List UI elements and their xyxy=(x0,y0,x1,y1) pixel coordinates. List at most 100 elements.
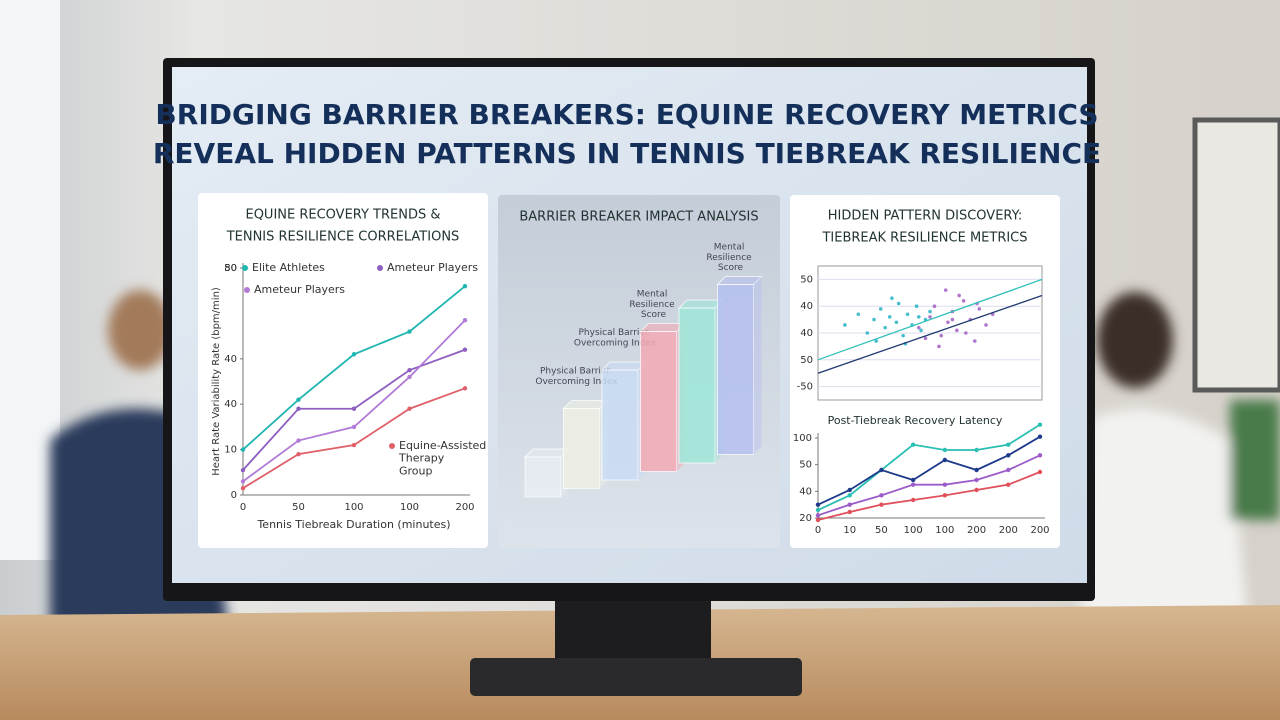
point xyxy=(240,467,246,473)
chart-title: EQUINE RECOVERY TRENDS & xyxy=(245,208,440,223)
point xyxy=(407,406,412,411)
y-tick-label: 40 xyxy=(799,486,812,497)
page-title: BRIDGING BARRIER BREAKERS: EQUINE RECOVE… xyxy=(155,98,1098,131)
line xyxy=(817,471,1041,521)
chart-title: Post-Tiebreak Recovery Latency xyxy=(828,414,1003,427)
point xyxy=(847,502,852,507)
point xyxy=(815,502,821,507)
point xyxy=(964,331,968,335)
line xyxy=(817,423,1041,511)
trend-line xyxy=(817,278,1043,361)
line xyxy=(817,454,1041,517)
x-tick-label: 10 xyxy=(843,525,856,536)
point xyxy=(923,336,928,341)
y-tick-label: 40 xyxy=(224,399,237,410)
y-tick-label: 20 xyxy=(799,513,812,524)
point xyxy=(937,344,941,349)
point xyxy=(905,312,910,317)
monitor-stand xyxy=(555,598,711,668)
bar-top xyxy=(716,276,763,285)
legend-label: Equine-Assisted Therapy Group xyxy=(398,439,490,477)
point xyxy=(942,493,948,498)
point xyxy=(977,307,982,311)
point xyxy=(1037,422,1043,427)
legend-marker xyxy=(244,287,250,293)
point xyxy=(1006,453,1011,458)
point xyxy=(1006,467,1011,473)
legend-marker xyxy=(389,443,395,449)
point xyxy=(1037,469,1043,475)
point xyxy=(878,307,883,311)
legend-marker xyxy=(242,265,248,271)
point xyxy=(955,328,959,333)
point xyxy=(462,386,468,391)
bar-label: Physical Barrier Overcoming Index xyxy=(535,366,618,386)
y-tick-label: 50 xyxy=(799,460,812,471)
point xyxy=(942,482,948,487)
point xyxy=(462,318,468,323)
y-tick-label: 10 xyxy=(224,445,237,456)
bar-side xyxy=(753,276,762,455)
point xyxy=(887,315,892,319)
line xyxy=(817,435,1041,506)
y-tick-label: 80 xyxy=(224,263,237,274)
frame xyxy=(1192,117,1280,393)
point xyxy=(942,457,948,463)
point xyxy=(974,487,979,493)
x-tick-label: 200 xyxy=(1030,525,1049,536)
point xyxy=(843,323,847,327)
bar-label: Mental Resilience Score xyxy=(706,242,754,273)
point xyxy=(928,309,932,314)
legend-label: Ameteur Players xyxy=(387,261,478,274)
x-tick-label: 200 xyxy=(967,525,986,536)
point xyxy=(240,479,246,484)
bar xyxy=(640,331,677,472)
y-tick-label: 40 xyxy=(800,328,813,339)
point xyxy=(296,451,301,457)
point xyxy=(974,447,979,453)
point xyxy=(240,485,246,491)
point xyxy=(847,487,852,493)
point xyxy=(919,328,923,333)
y-tick-label: 40 xyxy=(800,301,813,312)
point xyxy=(351,406,357,411)
x-tick-label: 0 xyxy=(815,525,821,536)
panel xyxy=(790,195,1060,548)
y-tick-label: 50 xyxy=(800,274,813,285)
legend-label: Ameteur Players xyxy=(254,283,345,296)
point xyxy=(847,509,852,515)
point xyxy=(879,493,884,498)
x-axis-label: Tennis Tiebreak Duration (minutes) xyxy=(256,518,450,531)
point xyxy=(407,367,412,373)
point xyxy=(462,347,468,352)
point xyxy=(351,352,357,357)
x-tick-label: 0 xyxy=(240,502,246,513)
point xyxy=(946,320,950,325)
point xyxy=(910,482,916,487)
point xyxy=(943,288,948,292)
bar xyxy=(678,307,716,464)
bar-label: Physical Barrier Overcoming Index xyxy=(574,328,657,348)
point xyxy=(407,374,412,380)
point xyxy=(974,467,979,473)
point xyxy=(883,325,887,330)
point xyxy=(894,320,899,325)
point xyxy=(942,447,948,453)
point xyxy=(928,315,932,319)
chart-title: HIDDEN PATTERN DISCOVERY: xyxy=(828,209,1022,224)
point xyxy=(984,323,988,327)
point xyxy=(296,406,301,411)
x-tick-label: 200 xyxy=(455,502,474,513)
point xyxy=(351,424,357,430)
x-tick-label: 50 xyxy=(875,525,888,536)
point xyxy=(815,517,821,523)
legend-label: Elite Athletes xyxy=(252,261,325,274)
point xyxy=(973,339,977,343)
point xyxy=(407,329,412,334)
x-tick-label: 200 xyxy=(999,525,1018,536)
y-tick-label: 50 xyxy=(800,355,813,366)
x-tick-label: 100 xyxy=(344,502,363,513)
point xyxy=(879,502,884,507)
point xyxy=(815,507,821,513)
